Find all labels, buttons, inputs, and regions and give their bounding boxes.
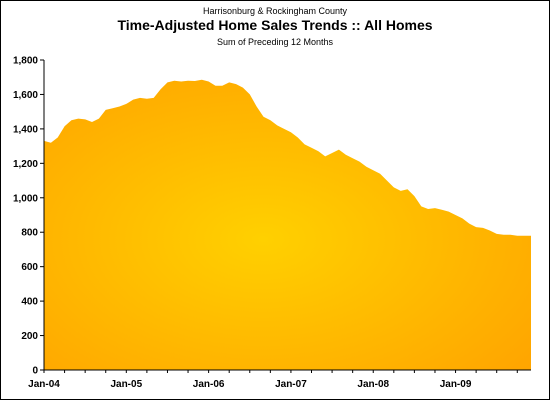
area-series bbox=[44, 79, 531, 371]
y-tick-label: 800 bbox=[21, 228, 38, 239]
y-tick-label: 1,800 bbox=[13, 56, 38, 67]
x-tick-label: Jan-05 bbox=[110, 379, 142, 390]
y-tick-label: 200 bbox=[21, 331, 38, 342]
chart-subtitle: Sum of Preceding 12 Months bbox=[216, 37, 334, 47]
x-tick-label: Jan-06 bbox=[193, 379, 225, 390]
x-tick-label: Jan-09 bbox=[440, 379, 472, 390]
y-axis: 0 200 400 600 800 1,000 1,200 1,400 1,600 1,800 bbox=[13, 56, 44, 377]
y-tick-label: 600 bbox=[21, 262, 38, 273]
y-tick-label: 1,200 bbox=[13, 159, 38, 170]
chart-title: Time-Adjusted Home Sales Trends :: All H… bbox=[117, 17, 433, 33]
y-tick-label: 1,000 bbox=[13, 193, 38, 204]
x-tick-label: Jan-08 bbox=[357, 379, 389, 390]
y-tick-label: 1,600 bbox=[13, 90, 38, 101]
x-axis: Jan-04 Jan-05 Jan-06 Jan-07 Jan-08 Jan-09 bbox=[28, 370, 518, 390]
x-tick-label: Jan-04 bbox=[28, 379, 60, 390]
x-tick-label: Jan-07 bbox=[275, 379, 307, 390]
y-tick-label: 0 bbox=[32, 366, 38, 377]
chart-supertitle: Harrisonburg & Rockingham County bbox=[202, 6, 348, 16]
y-tick-label: 400 bbox=[21, 297, 38, 308]
y-tick-label: 1,400 bbox=[13, 124, 38, 135]
